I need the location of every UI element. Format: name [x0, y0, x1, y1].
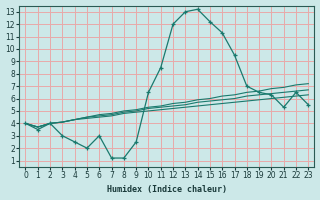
X-axis label: Humidex (Indice chaleur): Humidex (Indice chaleur)	[107, 185, 227, 194]
